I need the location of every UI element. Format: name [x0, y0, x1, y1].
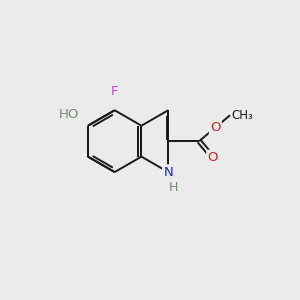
- Text: O: O: [210, 121, 220, 134]
- Text: O: O: [208, 151, 218, 164]
- Text: HO: HO: [58, 108, 79, 121]
- Text: H: H: [169, 181, 178, 194]
- Text: F: F: [111, 85, 118, 98]
- Text: N: N: [163, 166, 173, 178]
- Text: CH₃: CH₃: [232, 109, 253, 122]
